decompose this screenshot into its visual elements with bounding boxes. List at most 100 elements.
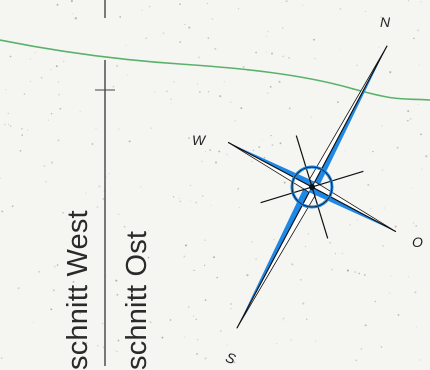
speckle-dot [184, 336, 186, 338]
speckle-dot [170, 98, 173, 100]
speckle-dot [406, 119, 409, 122]
speckle-dot [306, 318, 308, 320]
speckle-dot [9, 125, 12, 127]
speckle-dot [123, 225, 126, 228]
speckle-dot [282, 319, 284, 321]
speckle-dot [315, 340, 316, 342]
speckle-dot [207, 37, 210, 39]
speckle-dot [207, 91, 210, 93]
speckle-dot [216, 276, 219, 279]
speckle-dot [32, 39, 34, 41]
speckle-dot [367, 183, 370, 186]
speckle-dot [59, 107, 62, 110]
compass-label-north: N [380, 14, 391, 30]
speckle-dot [58, 93, 60, 96]
speckle-dot [85, 342, 88, 344]
speckle-dot [214, 47, 217, 50]
speckle-dot [56, 3, 59, 6]
section-label-west: schnitt West [62, 210, 94, 370]
speckle-dot [141, 9, 143, 11]
speckle-dot [79, 110, 81, 112]
speckle-dot [50, 68, 52, 71]
speckle-dot [7, 112, 10, 115]
speckle-dot [226, 344, 228, 346]
speckle-dot [190, 184, 192, 186]
speckle-dot [204, 357, 207, 360]
speckle-dot [183, 255, 186, 258]
speckle-dot [421, 168, 423, 170]
speckle-dot [420, 1, 422, 3]
speckle-dot [364, 10, 366, 12]
speckle-dot [290, 339, 292, 341]
section-label-east: schnitt Ost [121, 230, 153, 370]
speckle-dot [269, 85, 272, 88]
speckle-dot [48, 119, 49, 121]
speckle-dot [101, 322, 104, 325]
speckle-dot [378, 46, 380, 48]
speckle-dot [356, 219, 358, 221]
speckle-dot [337, 101, 339, 103]
speckle-dot [219, 95, 222, 98]
speckle-dot [394, 225, 397, 228]
speckle-dot [4, 123, 6, 126]
speckle-dot [381, 125, 383, 127]
speckle-dot [311, 116, 313, 118]
speckle-dot [38, 270, 41, 273]
speckle-dot [334, 253, 336, 255]
speckle-dot [116, 65, 119, 67]
compass-needle-north [312, 45, 388, 190]
speckle-dot [78, 240, 80, 242]
speckle-dot [40, 76, 43, 79]
speckle-dot [226, 153, 228, 155]
speckle-dot [201, 195, 204, 197]
speckle-dot [72, 13, 73, 15]
speckle-dot [179, 200, 182, 203]
speckle-dot [210, 204, 212, 206]
speckle-dot [381, 169, 384, 171]
speckle-dot [72, 290, 74, 293]
speckle-dot [214, 161, 218, 164]
speckle-dot [414, 291, 417, 294]
speckle-dot [96, 206, 99, 208]
speckle-dot [179, 41, 182, 43]
speckle-dot [30, 80, 32, 82]
speckle-dot [409, 118, 412, 120]
speckle-dot [346, 269, 349, 272]
speckle-dot [1, 210, 4, 213]
speckle-dot [125, 44, 127, 46]
speckle-dot [339, 8, 342, 10]
speckle-dot [19, 150, 22, 152]
speckle-dot [193, 269, 195, 272]
speckle-dot [66, 218, 68, 220]
speckle-dot [62, 211, 64, 214]
speckle-dot [128, 140, 131, 143]
speckle-dot [372, 150, 374, 153]
speckle-dot [273, 239, 275, 241]
speckle-dot [341, 253, 343, 254]
speckle-dot [419, 359, 421, 361]
speckle-dot [85, 192, 87, 194]
speckle-dot [126, 74, 128, 76]
speckle-dot [276, 343, 278, 345]
speckle-dot [213, 256, 215, 259]
speckle-dot [397, 313, 400, 316]
speckle-dot [57, 81, 60, 83]
speckle-dot [154, 91, 156, 93]
speckle-dot [396, 146, 399, 149]
speckle-dot [329, 242, 331, 244]
speckle-dot [408, 276, 410, 278]
speckle-dot [417, 104, 419, 105]
speckle-dot [50, 308, 53, 311]
speckle-dot [374, 300, 376, 303]
speckle-dot [27, 129, 29, 131]
speckle-dot [34, 52, 36, 54]
speckle-dot [50, 113, 53, 115]
compass-needle-east [309, 187, 396, 232]
speckle-dot [102, 346, 104, 348]
speckle-dot [0, 177, 1, 180]
compass-rose [227, 45, 397, 329]
speckle-dot [80, 352, 82, 354]
speckle-dot [283, 181, 286, 184]
speckle-dot [281, 27, 284, 29]
